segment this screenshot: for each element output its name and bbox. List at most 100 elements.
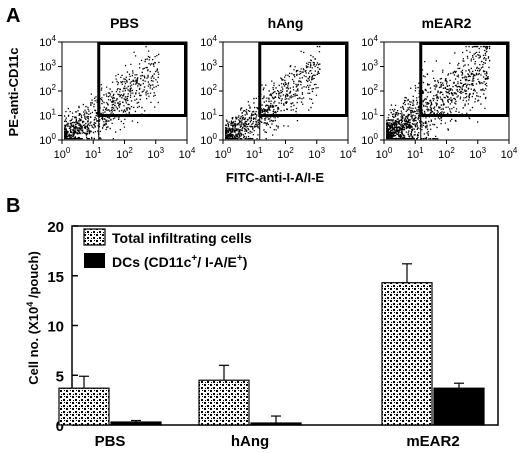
bar-y-tick-label: 0 bbox=[56, 418, 64, 435]
tick-exp: 1 bbox=[419, 146, 424, 155]
tick-exp: 4 bbox=[213, 34, 218, 43]
bar-y-tick-label: 10 bbox=[47, 319, 64, 336]
x-tick-label: 101 bbox=[246, 146, 263, 161]
tick-base: 10 bbox=[308, 149, 320, 161]
x-tick-label: 104 bbox=[179, 146, 196, 161]
tick-exp: 0 bbox=[213, 132, 218, 141]
gate-box bbox=[258, 42, 348, 117]
bar-y-tick-label: 15 bbox=[47, 269, 64, 286]
tick-exp: 3 bbox=[374, 59, 379, 68]
tick-base: 10 bbox=[85, 149, 97, 161]
bar-ylabel-sup: 4 bbox=[25, 302, 35, 307]
tick-exp: 2 bbox=[52, 83, 57, 92]
bar-legend: Total infiltrating cells DCs (CD11c+/ I-… bbox=[83, 228, 252, 270]
tick-exp: 3 bbox=[321, 146, 326, 155]
panel-a-xlabel: FITC-anti-I-A/I-E bbox=[226, 170, 325, 185]
legend-swatch-dcs bbox=[84, 253, 105, 268]
tick-exp: 3 bbox=[213, 59, 218, 68]
bar-y-tick-label: 5 bbox=[56, 368, 64, 385]
y-tick-label: 104 bbox=[200, 34, 217, 49]
x-tick-label: 103 bbox=[469, 146, 486, 161]
y-tick-label: 102 bbox=[200, 83, 217, 98]
tick-base: 10 bbox=[39, 111, 51, 123]
y-tick-label: 102 bbox=[361, 83, 378, 98]
tick-exp: 4 bbox=[52, 34, 57, 43]
tick-exp: 1 bbox=[97, 146, 102, 155]
y-tick-label: 100 bbox=[361, 132, 378, 147]
bar-ylabel-main: Cell no. (X10 bbox=[26, 307, 41, 385]
bar-ylabel-end: /pouch) bbox=[26, 251, 41, 302]
legend-label-total: Total infiltrating cells bbox=[112, 230, 252, 246]
tick-exp: 3 bbox=[52, 59, 57, 68]
scatter-dots bbox=[64, 45, 160, 140]
panel-a-ylabel: PE-anti-CD11c bbox=[6, 48, 21, 137]
tick-base: 10 bbox=[147, 149, 159, 161]
scatter-dots bbox=[386, 45, 491, 140]
tick-base: 10 bbox=[39, 62, 51, 74]
bar-total-mear2 bbox=[381, 282, 433, 426]
tick-exp: 1 bbox=[213, 108, 218, 117]
tick-base: 10 bbox=[340, 149, 352, 161]
y-tick-label: 104 bbox=[39, 34, 56, 49]
panel-b-letter: B bbox=[6, 195, 20, 217]
gate-box bbox=[97, 42, 187, 117]
legend-dcs-mid: / I-A/E bbox=[197, 254, 237, 270]
tick-base: 10 bbox=[39, 135, 51, 147]
tick-base: 10 bbox=[376, 149, 388, 161]
tick-base: 10 bbox=[438, 149, 450, 161]
tick-exp: 2 bbox=[213, 83, 218, 92]
tick-base: 10 bbox=[116, 149, 128, 161]
y-tick-label: 100 bbox=[200, 132, 217, 147]
scatter-points bbox=[386, 45, 491, 140]
tick-exp: 3 bbox=[482, 146, 487, 155]
bar-total-hang bbox=[198, 379, 250, 426]
tick-base: 10 bbox=[361, 111, 373, 123]
x-tick-label: 100 bbox=[54, 146, 71, 161]
tick-exp: 3 bbox=[160, 146, 165, 155]
tick-base: 10 bbox=[277, 149, 289, 161]
x-tick-label: 102 bbox=[277, 146, 294, 161]
y-tick-label: 103 bbox=[39, 59, 56, 74]
bar-dcs-mear2 bbox=[433, 387, 485, 426]
scatter-frame bbox=[61, 41, 188, 141]
y-tick-label: 100 bbox=[39, 132, 56, 147]
legend-swatch-total bbox=[83, 228, 106, 246]
tick-exp: 0 bbox=[52, 132, 57, 141]
bar-dcs-hang bbox=[250, 422, 302, 426]
tick-exp: 1 bbox=[52, 108, 57, 117]
tick-exp: 1 bbox=[374, 108, 379, 117]
tick-base: 10 bbox=[246, 149, 258, 161]
tick-exp: 2 bbox=[289, 146, 294, 155]
tick-base: 10 bbox=[361, 37, 373, 49]
tick-exp: 1 bbox=[258, 146, 263, 155]
tick-exp: 2 bbox=[374, 83, 379, 92]
tick-base: 10 bbox=[215, 149, 227, 161]
x-tick-label: 104 bbox=[340, 146, 357, 161]
tick-exp: 0 bbox=[66, 146, 71, 155]
bar-ylabel: Cell no. (X104 /pouch) bbox=[25, 251, 41, 385]
y-tick-label: 102 bbox=[39, 83, 56, 98]
tick-base: 10 bbox=[200, 135, 212, 147]
tick-exp: 2 bbox=[128, 146, 133, 155]
tick-base: 10 bbox=[54, 149, 66, 161]
tick-base: 10 bbox=[39, 86, 51, 98]
x-tick-label: 101 bbox=[85, 146, 102, 161]
scatter-title: mEAR2 bbox=[422, 15, 472, 31]
gate-box bbox=[419, 42, 509, 117]
tick-exp: 4 bbox=[352, 146, 357, 155]
scatter-title: hAng bbox=[268, 15, 304, 31]
y-tick-label: 104 bbox=[361, 34, 378, 49]
legend-dcs-sup1: + bbox=[191, 253, 197, 264]
y-tick-label: 101 bbox=[39, 108, 56, 123]
tick-exp: 0 bbox=[227, 146, 232, 155]
scatter-points bbox=[64, 45, 160, 140]
tick-exp: 0 bbox=[388, 146, 393, 155]
legend-dcs-end: ) bbox=[243, 254, 248, 270]
bar-total-pbs bbox=[58, 387, 110, 426]
x-tick-label: 103 bbox=[147, 146, 164, 161]
y-tick-label: 101 bbox=[200, 108, 217, 123]
bar-category-label: hAng bbox=[231, 433, 269, 450]
